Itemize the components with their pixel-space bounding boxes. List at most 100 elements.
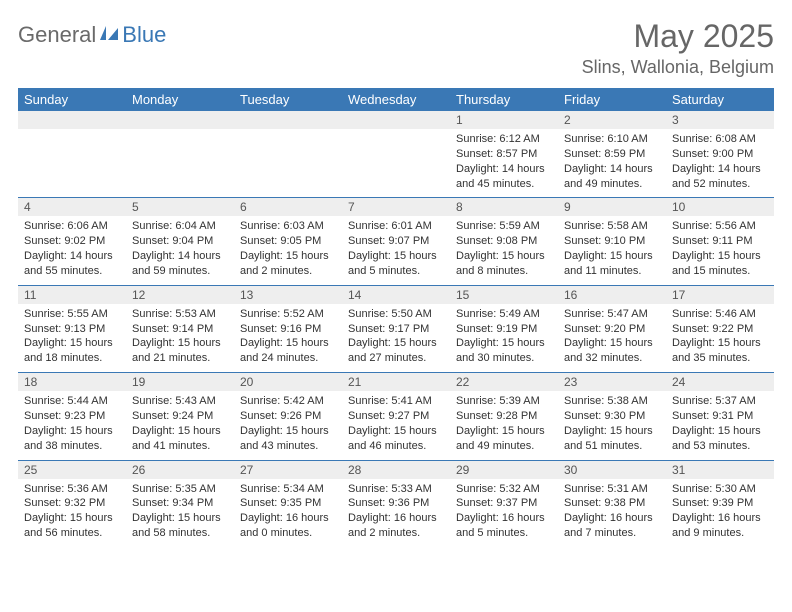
day-number: 14 (342, 286, 450, 304)
day-sr: Sunrise: 5:39 AM (456, 394, 552, 409)
day-d2: and 11 minutes. (564, 264, 660, 279)
weekday-header: Saturday (666, 88, 774, 111)
day-ss: Sunset: 9:27 PM (348, 409, 444, 424)
day-d2: and 15 minutes. (672, 264, 768, 279)
day-ss: Sunset: 9:20 PM (564, 322, 660, 337)
day-sr: Sunrise: 5:41 AM (348, 394, 444, 409)
title-block: May 2025 Slins, Wallonia, Belgium (582, 18, 774, 78)
day-ss: Sunset: 9:22 PM (672, 322, 768, 337)
day-number: 7 (342, 198, 450, 216)
location-subtitle: Slins, Wallonia, Belgium (582, 57, 774, 78)
day-content-cell: Sunrise: 5:30 AMSunset: 9:39 PMDaylight:… (666, 479, 774, 547)
day-number: 4 (18, 198, 126, 216)
day-d2: and 49 minutes. (564, 177, 660, 192)
day-cell: 2 (558, 111, 666, 129)
day-d1: Daylight: 16 hours (456, 511, 552, 526)
day-content-cell: Sunrise: 5:44 AMSunset: 9:23 PMDaylight:… (18, 391, 126, 460)
day-number: 27 (234, 461, 342, 479)
day-content-cell (342, 129, 450, 198)
day-d1: Daylight: 15 hours (240, 249, 336, 264)
day-d1: Daylight: 15 hours (456, 336, 552, 351)
day-cell: 25 (18, 460, 126, 479)
day-cell: 12 (126, 285, 234, 304)
day-sr: Sunrise: 5:43 AM (132, 394, 228, 409)
day-number: 26 (126, 461, 234, 479)
day-content-cell: Sunrise: 6:12 AMSunset: 8:57 PMDaylight:… (450, 129, 558, 198)
day-content-row: Sunrise: 5:44 AMSunset: 9:23 PMDaylight:… (18, 391, 774, 460)
day-ss: Sunset: 9:11 PM (672, 234, 768, 249)
day-number-row: 45678910 (18, 198, 774, 217)
day-cell: 8 (450, 198, 558, 217)
day-sr: Sunrise: 5:56 AM (672, 219, 768, 234)
day-cell: 20 (234, 373, 342, 392)
day-content-cell: Sunrise: 6:10 AMSunset: 8:59 PMDaylight:… (558, 129, 666, 198)
day-number: 9 (558, 198, 666, 216)
day-d2: and 30 minutes. (456, 351, 552, 366)
day-d1: Daylight: 15 hours (132, 336, 228, 351)
day-d2: and 35 minutes. (672, 351, 768, 366)
weekday-header: Thursday (450, 88, 558, 111)
day-cell: 28 (342, 460, 450, 479)
day-cell: 18 (18, 373, 126, 392)
day-d2: and 38 minutes. (24, 439, 120, 454)
day-d1: Daylight: 15 hours (564, 424, 660, 439)
day-ss: Sunset: 9:16 PM (240, 322, 336, 337)
day-d2: and 21 minutes. (132, 351, 228, 366)
day-sr: Sunrise: 6:01 AM (348, 219, 444, 234)
day-content-cell: Sunrise: 5:56 AMSunset: 9:11 PMDaylight:… (666, 216, 774, 285)
day-d2: and 58 minutes. (132, 526, 228, 541)
day-content-cell: Sunrise: 5:37 AMSunset: 9:31 PMDaylight:… (666, 391, 774, 460)
day-cell: 9 (558, 198, 666, 217)
day-cell: 30 (558, 460, 666, 479)
day-content-cell: Sunrise: 6:08 AMSunset: 9:00 PMDaylight:… (666, 129, 774, 198)
day-number: 12 (126, 286, 234, 304)
day-d1: Daylight: 15 hours (240, 424, 336, 439)
weekday-header: Wednesday (342, 88, 450, 111)
day-cell: 22 (450, 373, 558, 392)
day-number: 6 (234, 198, 342, 216)
day-number: 17 (666, 286, 774, 304)
day-content-cell: Sunrise: 5:39 AMSunset: 9:28 PMDaylight:… (450, 391, 558, 460)
day-ss: Sunset: 9:38 PM (564, 496, 660, 511)
day-content-cell: Sunrise: 5:42 AMSunset: 9:26 PMDaylight:… (234, 391, 342, 460)
day-d1: Daylight: 16 hours (672, 511, 768, 526)
day-ss: Sunset: 9:13 PM (24, 322, 120, 337)
page-header: General Blue May 2025 Slins, Wallonia, B… (18, 18, 774, 78)
day-d2: and 2 minutes. (240, 264, 336, 279)
day-number: 30 (558, 461, 666, 479)
day-content-cell: Sunrise: 5:33 AMSunset: 9:36 PMDaylight:… (342, 479, 450, 547)
day-number: 10 (666, 198, 774, 216)
day-sr: Sunrise: 5:55 AM (24, 307, 120, 322)
day-sr: Sunrise: 5:59 AM (456, 219, 552, 234)
day-d2: and 56 minutes. (24, 526, 120, 541)
day-ss: Sunset: 9:32 PM (24, 496, 120, 511)
day-ss: Sunset: 9:05 PM (240, 234, 336, 249)
day-sr: Sunrise: 5:36 AM (24, 482, 120, 497)
day-content-cell: Sunrise: 5:31 AMSunset: 9:38 PMDaylight:… (558, 479, 666, 547)
day-sr: Sunrise: 5:49 AM (456, 307, 552, 322)
day-sr: Sunrise: 6:12 AM (456, 132, 552, 147)
day-cell: 10 (666, 198, 774, 217)
day-ss: Sunset: 9:23 PM (24, 409, 120, 424)
day-content-cell: Sunrise: 5:58 AMSunset: 9:10 PMDaylight:… (558, 216, 666, 285)
day-d2: and 41 minutes. (132, 439, 228, 454)
day-d2: and 45 minutes. (456, 177, 552, 192)
day-ss: Sunset: 9:39 PM (672, 496, 768, 511)
day-d1: Daylight: 15 hours (132, 424, 228, 439)
day-sr: Sunrise: 5:38 AM (564, 394, 660, 409)
day-cell: 23 (558, 373, 666, 392)
day-d1: Daylight: 16 hours (564, 511, 660, 526)
empty-day (342, 111, 450, 129)
empty-day (18, 111, 126, 129)
day-ss: Sunset: 8:57 PM (456, 147, 552, 162)
day-cell: 13 (234, 285, 342, 304)
day-ss: Sunset: 9:36 PM (348, 496, 444, 511)
day-cell (126, 111, 234, 129)
day-cell: 16 (558, 285, 666, 304)
day-content-cell: Sunrise: 5:41 AMSunset: 9:27 PMDaylight:… (342, 391, 450, 460)
day-d1: Daylight: 14 hours (672, 162, 768, 177)
day-cell: 27 (234, 460, 342, 479)
day-content-cell: Sunrise: 6:01 AMSunset: 9:07 PMDaylight:… (342, 216, 450, 285)
day-sr: Sunrise: 5:33 AM (348, 482, 444, 497)
day-number: 31 (666, 461, 774, 479)
